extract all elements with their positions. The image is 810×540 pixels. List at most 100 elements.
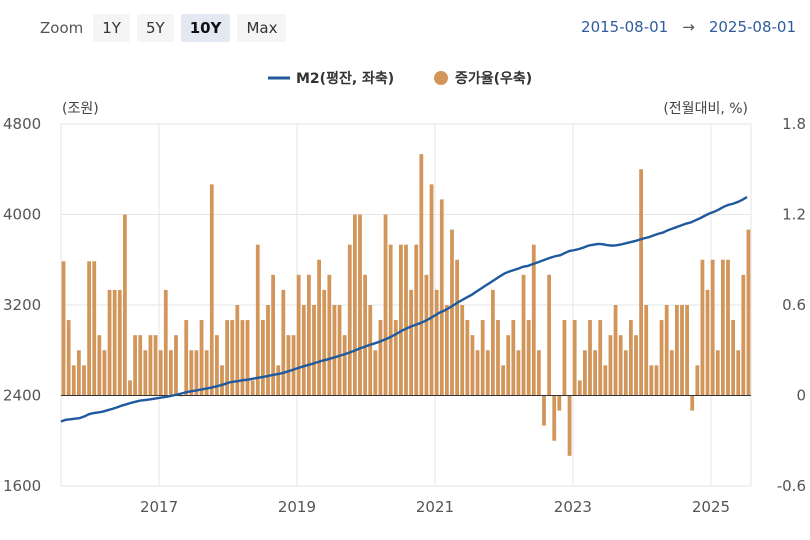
growth-bar [608, 335, 613, 396]
growth-bar [695, 365, 700, 396]
legend-bar-marker [434, 71, 448, 85]
growth-bar [577, 380, 582, 396]
growth-bar [726, 259, 730, 396]
growth-bar [731, 320, 735, 396]
growth-bar [450, 229, 454, 396]
range-from-date[interactable]: 2015-08-01 [581, 18, 669, 36]
growth-bar [521, 274, 526, 396]
growth-bar [163, 289, 168, 396]
growth-bar [736, 350, 741, 396]
growth-bar [271, 274, 275, 396]
growth-bar [542, 395, 546, 426]
growth-bar [97, 335, 102, 396]
growth-bar [629, 320, 633, 396]
right-axis: 1.8 1.2 0.6 0 -0.6 [777, 115, 806, 495]
growth-bar [393, 320, 398, 396]
growth-bar [639, 169, 643, 396]
growth-bar [710, 259, 715, 396]
growth-bar [746, 229, 751, 396]
growth-bar [291, 335, 296, 396]
right-tick-label: 0.6 [782, 296, 806, 314]
left-tick-label: 1600 [3, 477, 41, 495]
growth-bar [373, 350, 378, 396]
growth-bar [312, 305, 316, 396]
growth-bar [261, 320, 265, 396]
growth-bar [117, 289, 122, 396]
growth-bar [664, 305, 669, 396]
x-tick-label: 2025 [692, 498, 730, 516]
right-axis-unit: (전월대비, %) [663, 101, 748, 117]
growth-bar [276, 365, 281, 396]
growth-bar [531, 244, 536, 396]
m2-line [60, 195, 748, 423]
growth-bar [424, 274, 429, 396]
growth-bar [480, 320, 485, 396]
growth-bar [526, 320, 531, 396]
growth-bar [245, 320, 250, 396]
growth-bar [342, 335, 347, 396]
growth-bar [675, 305, 679, 396]
growth-bar [194, 350, 199, 396]
growth-bar [603, 365, 608, 396]
growth-bar [583, 350, 587, 396]
growth-bar [255, 244, 260, 396]
growth-bar [353, 214, 357, 396]
growth-bar [286, 335, 291, 396]
growth-bar [215, 335, 219, 396]
zoom-10y-button[interactable]: 10Y [180, 14, 231, 42]
right-tick-label: 1.2 [782, 206, 806, 224]
x-tick-label: 2017 [140, 498, 178, 516]
zoom-max-button[interactable]: Max [237, 14, 287, 42]
growth-bar [327, 274, 332, 396]
bars [61, 154, 751, 456]
growth-bar [66, 320, 71, 396]
growth-bar [92, 261, 97, 396]
growth-bar [552, 395, 557, 441]
growth-bar [644, 305, 649, 396]
growth-bar [516, 350, 521, 396]
growth-bar [460, 305, 465, 396]
growth-bar [511, 320, 516, 396]
growth-bar [347, 244, 352, 396]
growth-bar [721, 259, 725, 396]
zoom-5y-button[interactable]: 5Y [136, 14, 174, 42]
growth-bar [225, 320, 229, 396]
left-axis: 4800 4000 3200 2400 1600 [3, 115, 41, 495]
growth-bar [322, 289, 327, 396]
growth-bar [123, 214, 127, 396]
growth-bar [230, 320, 235, 396]
growth-bar [496, 320, 500, 396]
growth-bar [414, 244, 419, 396]
growth-bar [388, 244, 393, 396]
growth-bar [613, 305, 618, 396]
growth-bar [199, 320, 204, 396]
growth-bar [107, 289, 112, 396]
growth-bar [358, 214, 362, 396]
growth-bar [485, 350, 490, 396]
legend-bar-label[interactable]: 증가율(우축) [455, 70, 532, 87]
range-to-date[interactable]: 2025-08-01 [708, 18, 796, 36]
growth-bar [567, 395, 572, 456]
growth-bar [71, 365, 76, 396]
growth-bar [680, 305, 684, 396]
growth-bar [588, 320, 592, 396]
growth-bar [281, 289, 286, 396]
growth-bar [455, 259, 459, 396]
growth-bar [296, 274, 301, 396]
zoom-bar: Zoom 1Y 5Y 10Y Max [40, 13, 293, 43]
growth-bar [128, 380, 132, 396]
legend-line-label[interactable]: M2(평잔, 좌축) [296, 70, 394, 87]
growth-bar [506, 335, 511, 396]
left-tick-label: 4800 [3, 115, 41, 133]
growth-bar [209, 184, 214, 396]
growth-bar [368, 305, 373, 396]
zoom-label: Zoom [40, 19, 84, 37]
growth-bar [562, 320, 567, 396]
growth-bar [240, 320, 245, 396]
growth-bar [250, 380, 255, 396]
growth-bar [189, 350, 194, 396]
growth-bar [557, 395, 562, 411]
zoom-1y-button[interactable]: 1Y [93, 14, 130, 42]
left-tick-label: 3200 [3, 296, 41, 314]
